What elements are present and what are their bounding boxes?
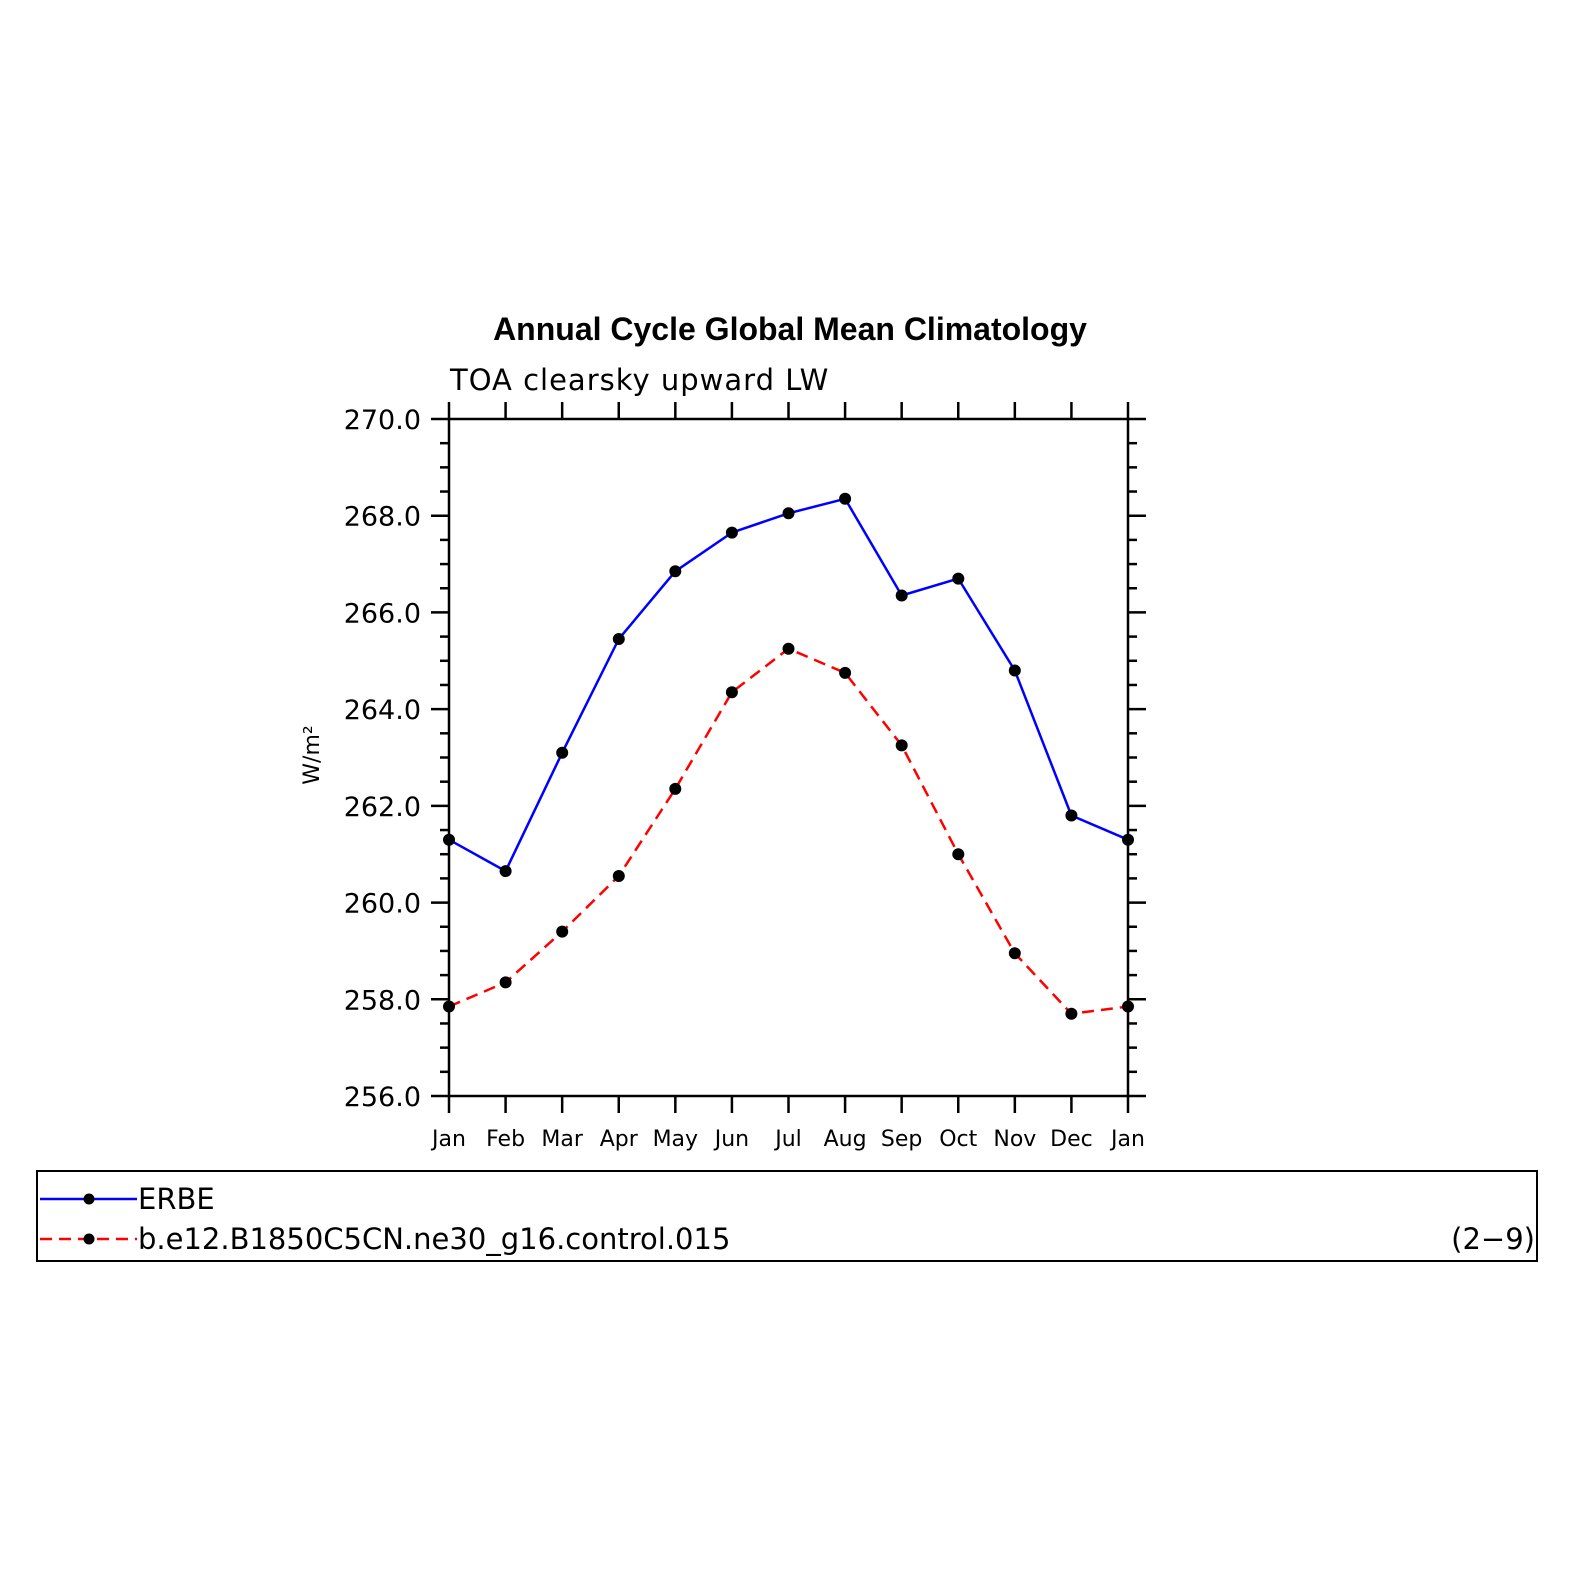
series-1-point-11 (1065, 1007, 1078, 1020)
series-0-point-6 (782, 507, 795, 520)
x-tick-label: Apr (600, 1127, 639, 1152)
legend: ERBE b.e12.B1850C5CN.ne30_g16.control.01… (36, 1170, 1538, 1262)
legend-label-model: b.e12.B1850C5CN.ne30_g16.control.015 (138, 1222, 730, 1256)
series-1-point-8 (895, 739, 908, 752)
y-axis-label: W/m² (300, 725, 325, 784)
x-tick-label: Jun (713, 1127, 749, 1152)
series-1-point-2 (556, 925, 569, 938)
chart-title: Annual Cycle Global Mean Climatology (493, 311, 1087, 347)
series-1-point-6 (782, 642, 795, 655)
y-tick-label: 264.0 (344, 695, 421, 726)
y-tick-label: 262.0 (344, 792, 421, 823)
x-tick-label: Jul (773, 1127, 802, 1152)
x-tick-label: Jan (430, 1127, 466, 1152)
legend-marker-model (83, 1233, 95, 1245)
series-line-0 (448, 497, 1129, 873)
series-0-point-10 (1008, 664, 1021, 677)
series-0-point-11 (1065, 809, 1078, 822)
series-1-point-3 (612, 870, 625, 882)
x-tick-label: Oct (939, 1127, 977, 1152)
series-0-point-2 (556, 746, 569, 759)
series-0-point-5 (725, 526, 738, 539)
x-tick-label: Nov (993, 1127, 1036, 1152)
x-tick-label: Aug (824, 1127, 867, 1152)
plot-frame (447, 417, 1130, 1098)
series-1-point-1 (499, 976, 512, 989)
plot-area: 256.0 258.0 260.0 262.0 264.0 266.0 268.0 270.0… (344, 402, 1146, 1152)
y-tick-label: 258.0 (344, 985, 421, 1016)
legend-label-erbe: ERBE (138, 1182, 215, 1216)
y-tick-label: 260.0 (344, 889, 421, 920)
chart-subtitle: TOA clearsky upward LW (449, 363, 829, 397)
panel-annotation: (2−9) (1451, 1222, 1535, 1256)
series-0-point-3 (612, 633, 625, 645)
legend-box (36, 1170, 1538, 1262)
x-tick-label: Mar (541, 1127, 583, 1152)
legend-marker-erbe (83, 1193, 95, 1205)
series-1-point-10 (1008, 947, 1021, 960)
series-0-point-9 (952, 572, 965, 585)
y-tick-label: 266.0 (344, 598, 421, 629)
y-tick-label: 268.0 (344, 502, 421, 533)
x-tick-label: May (653, 1127, 698, 1152)
series-1-point-9 (952, 848, 965, 861)
y-tick-label: 256.0 (344, 1082, 421, 1113)
x-tick-label: Dec (1050, 1127, 1093, 1152)
series-0-point-4 (669, 565, 682, 578)
y-tick-label: 270.0 (344, 405, 421, 436)
series-0-point-7 (839, 492, 852, 505)
x-tick-label: Jan (1109, 1127, 1145, 1152)
x-tick-label: Feb (486, 1127, 525, 1152)
series-0-point-8 (895, 589, 908, 602)
series-1-point-5 (725, 686, 738, 699)
series-1-point-4 (669, 782, 682, 795)
series-0-point-1 (499, 865, 512, 878)
series-1-point-7 (839, 666, 852, 679)
x-tick-label: Sep (881, 1127, 922, 1152)
series-line-1 (448, 647, 1129, 1016)
